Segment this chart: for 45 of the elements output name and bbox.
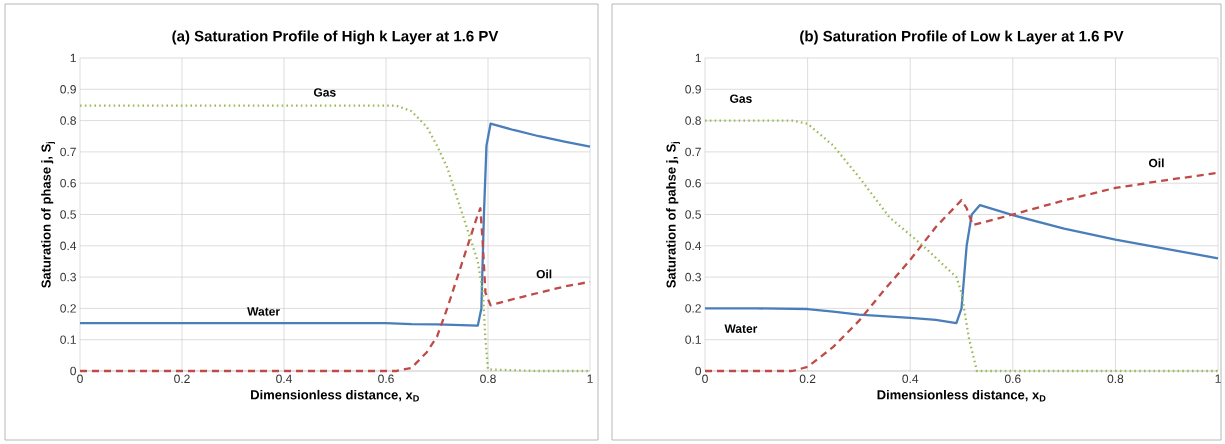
y-tick-label: 1: [70, 53, 76, 63]
x-tick-label: 0.4: [276, 374, 292, 384]
y-axis-title: Saturation of pahse j, S$_{j}$: [666, 141, 680, 288]
x-tick-label: 1: [587, 374, 593, 383]
y-tick-label: 0.9: [685, 85, 701, 94]
y-tick-label: 0.5: [685, 210, 701, 219]
x-tick-label: 0.6: [1004, 374, 1021, 384]
y-tick-label: 0.4: [60, 241, 77, 251]
y-tick-label: 0.2: [60, 304, 76, 313]
chart-title: (a) Saturation Profile of High k Layer at 1.6 PV: [172, 30, 499, 45]
annotation: Oil: [536, 269, 552, 279]
y-tick-label: 0.5: [60, 210, 76, 219]
y-tick-label: 0.7: [685, 147, 701, 157]
y-tick-label: 0: [70, 366, 76, 376]
x-tick-label: 0.8: [480, 374, 496, 384]
y-tick-label: 0.8: [685, 116, 701, 125]
y-tick-label: 1: [695, 53, 701, 63]
annotation: Gas: [313, 88, 336, 97]
x-tick-label: 1: [1215, 374, 1221, 383]
x-axis-title: Dimensionless distance, x$_{D}$: [251, 389, 419, 402]
x-tick-label: 0.2: [799, 374, 816, 384]
chart-title: (b) Saturation Profile of Low k Layer at 1.6 PV: [800, 30, 1124, 45]
y-tick-label: 0.4: [685, 241, 702, 251]
y-tick-label: 0.3: [60, 272, 76, 282]
y-tick-label: 0.6: [685, 178, 701, 188]
y-tick-label: 0.7: [60, 147, 76, 157]
y-tick-label: 0.1: [60, 335, 76, 344]
x-axis-title: Dimensionless distance, x$_{D}$: [877, 389, 1046, 402]
annotation: Water: [724, 324, 758, 333]
y-tick-label: 0: [695, 366, 702, 376]
y-tick-label: 0.9: [60, 85, 76, 94]
y-tick-label: 0.2: [685, 304, 701, 313]
x-tick-label: 0.6: [378, 374, 394, 384]
annotation: Water: [247, 307, 280, 316]
x-tick-label: 0.8: [1107, 374, 1124, 384]
x-tick-label: 0.2: [174, 374, 190, 384]
x-tick-label: 0.4: [902, 374, 919, 384]
annotation: Gas: [730, 94, 752, 103]
annotation: Oil: [1148, 158, 1164, 168]
y-tick-label: 0.6: [60, 178, 76, 188]
y-tick-label: 0.1: [685, 335, 701, 344]
y-axis-title: Saturation of phase j, S$_{j}$: [41, 141, 55, 288]
x-tick-label: 0: [77, 374, 83, 384]
y-tick-label: 0.3: [685, 272, 701, 282]
y-tick-label: 0.8: [60, 116, 76, 125]
